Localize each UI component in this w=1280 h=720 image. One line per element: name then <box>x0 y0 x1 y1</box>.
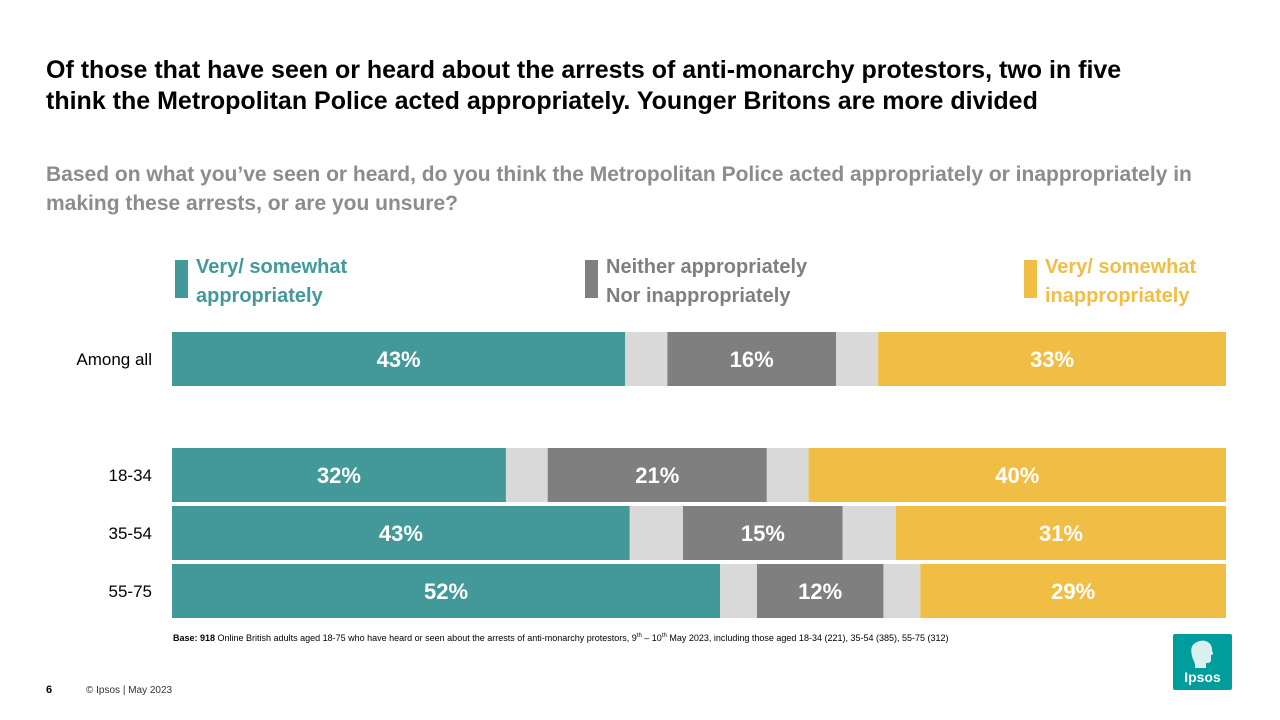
page-title: Of those that have seen or heard about t… <box>46 56 1122 115</box>
footnote-text-2: – 10 <box>641 633 662 643</box>
bar-data-label: 43% <box>379 521 423 546</box>
bar-segment <box>683 506 843 560</box>
legend-neither: Neither appropriately Nor inappropriatel… <box>585 253 807 311</box>
category-label: Among all <box>76 350 152 369</box>
bar-segment <box>172 564 721 618</box>
legend-swatch-inappropriately <box>1024 260 1037 298</box>
bar-segment <box>842 506 896 560</box>
footnote-text-1: Online British adults aged 18-75 who hav… <box>215 633 637 643</box>
legend-swatch-appropriately <box>175 260 188 298</box>
legend-inappropriately: Very/ somewhat inappropriately <box>1024 253 1196 311</box>
footnote-text-3: May 2023, including those aged 18-34 (22… <box>666 633 949 643</box>
bar-segment <box>883 564 921 618</box>
logo-head-icon <box>1191 640 1214 668</box>
copyright: © Ipsos | May 2023 <box>86 685 173 696</box>
bar-segment <box>172 332 626 386</box>
bar-data-label: 32% <box>317 463 361 488</box>
bar-segment <box>505 448 548 502</box>
category-label: 18-34 <box>109 466 152 485</box>
bar-data-label: 52% <box>424 579 468 604</box>
bar-segment <box>629 506 684 560</box>
category-label: 35-54 <box>109 524 152 543</box>
footnote-sup-2: th <box>661 633 667 639</box>
base-footnote: Base: 918 Online British adults aged 18-… <box>173 633 949 643</box>
bar-data-label: 33% <box>1030 347 1074 372</box>
bar-segment <box>667 332 837 386</box>
bar-data-label: 16% <box>730 347 774 372</box>
bar-segment <box>808 448 1226 502</box>
bar-segment <box>756 564 884 618</box>
legend-label-inappropriately: Very/ somewhat inappropriately <box>1045 256 1197 307</box>
legend-label-neither: Neither appropriately Nor inappropriatel… <box>606 256 808 307</box>
bar-segment <box>920 564 1226 618</box>
bar-segment <box>836 332 879 386</box>
bar-data-label: 21% <box>635 463 679 488</box>
bar-data-label: 40% <box>995 463 1039 488</box>
bar-segment <box>720 564 757 618</box>
bar-segment <box>172 506 630 560</box>
question-subtitle: Based on what you’ve seen or heard, do y… <box>46 163 1192 215</box>
bar-segment <box>766 448 809 502</box>
bar-data-label: 12% <box>798 579 842 604</box>
bar-data-label: 43% <box>377 347 421 372</box>
bar-data-label: 31% <box>1039 521 1083 546</box>
legend-label-appropriately: Very/ somewhat appropriately <box>196 256 348 307</box>
logo-text: Ipsos <box>1184 669 1221 685</box>
page-number: 6 <box>46 684 53 696</box>
bar-segment <box>172 448 506 502</box>
bar-segment <box>625 332 668 386</box>
ipsos-logo: Ipsos <box>1173 634 1232 690</box>
legend-swatch-neither <box>585 260 598 298</box>
footnote-sup-1: th <box>636 633 642 639</box>
bar-segment <box>878 332 1226 386</box>
base-label: Base: 918 <box>173 633 216 643</box>
bar-data-label: 15% <box>741 521 785 546</box>
category-label: 55-75 <box>109 582 152 601</box>
bar-segment <box>895 506 1226 560</box>
bar-segment <box>547 448 767 502</box>
legend-appropriately: Very/ somewhat appropriately <box>175 253 347 311</box>
bar-data-label: 29% <box>1051 579 1095 604</box>
